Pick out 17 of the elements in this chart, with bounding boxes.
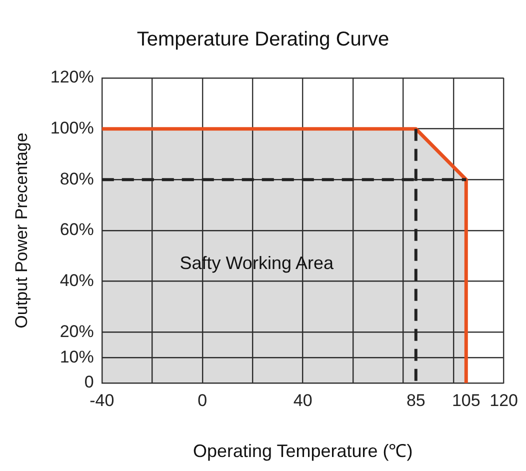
y-tick-label: 10% — [60, 347, 94, 366]
x-axis-title: Operating Temperature (℃) — [192, 441, 413, 462]
y-tick-label: 20% — [60, 322, 94, 341]
y-tick-label: 40% — [60, 271, 94, 290]
y-tick-label: 80% — [60, 169, 94, 188]
y-tick-label: 60% — [60, 220, 94, 240]
x-tick-label: 120 — [490, 390, 518, 410]
x-tick-label: -40 — [90, 390, 114, 410]
y-axis-title: Output Power Precentage — [12, 132, 31, 328]
x-tick-label: 0 — [198, 390, 208, 410]
y-tick-label: 0 — [84, 372, 94, 392]
x-tick-label: 105 — [452, 390, 480, 410]
x-tick-label: 40 — [293, 390, 312, 410]
y-tick-label: 100% — [50, 118, 94, 138]
chart-title: Temperature Derating Curve — [136, 28, 390, 51]
y-tick-label: 120% — [50, 68, 94, 87]
x-tick-label: 85 — [406, 390, 426, 410]
